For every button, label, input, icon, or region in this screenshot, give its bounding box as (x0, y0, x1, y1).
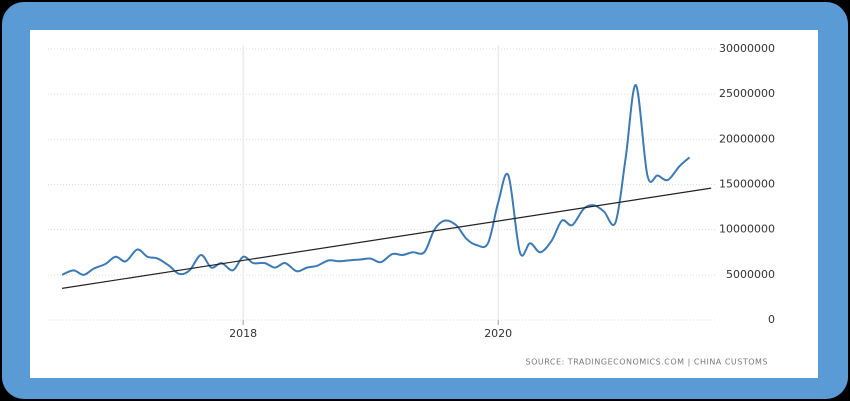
panel (30, 30, 818, 378)
y-tick-label: 5000000 (726, 268, 775, 281)
x-tick-label: 2018 (229, 327, 257, 340)
data-line (61, 84, 691, 276)
y-tick-label: 15000000 (719, 178, 775, 191)
y-tick-label: 10000000 (719, 223, 775, 236)
source-note: SOURCE: TRADINGECONOMICS.COM | CHINA CUS… (526, 358, 768, 367)
x-tick-label: 2020 (484, 327, 512, 340)
y-tick-label: 25000000 (719, 87, 775, 100)
y-tick-label: 30000000 (719, 42, 775, 55)
y-tick-label: 20000000 (719, 132, 775, 145)
trend-line (61, 187, 712, 289)
y-tick-label: 0 (768, 313, 775, 326)
